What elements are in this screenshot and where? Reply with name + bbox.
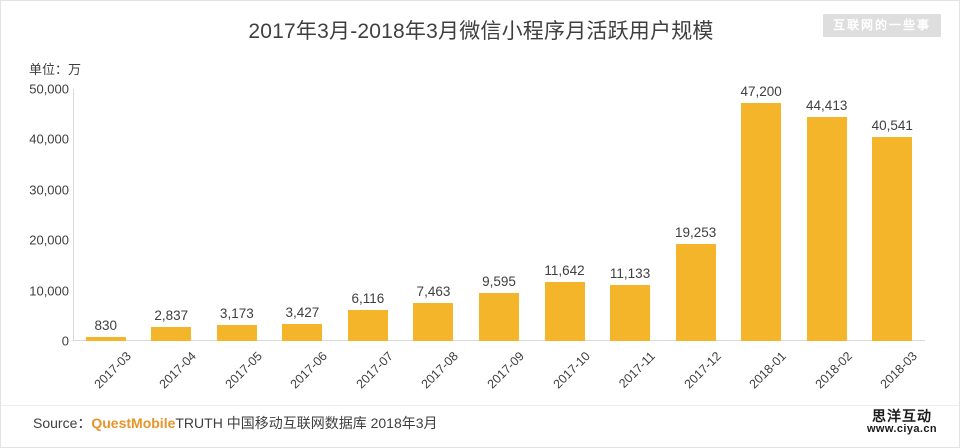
source-rest: TRUTH 中国移动互联网数据库 2018年3月 [175, 415, 438, 431]
bar-slot: 3,427 [270, 89, 336, 341]
publisher-logo-url: www.ciya.cn [866, 422, 937, 435]
bar[interactable] [347, 310, 388, 341]
bar[interactable] [544, 282, 585, 341]
y-tick-label: 50,000 [29, 81, 69, 97]
x-tick-label: 2017-05 [222, 349, 265, 392]
bar-value-label: 19,253 [674, 224, 717, 240]
bar-series: 830 2,837 3,173 3,427 6,116 7,463 9,595 11,642 1… [73, 84, 925, 341]
bar[interactable] [413, 303, 454, 341]
y-tick-label: 30,000 [29, 182, 69, 198]
bar-slot: 6,116 [335, 89, 401, 341]
x-tick-label: 2017-09 [484, 349, 527, 392]
y-tick-label: 10,000 [29, 283, 69, 299]
bar[interactable] [216, 325, 257, 341]
bar-slot: 19,253 [663, 89, 729, 341]
bar-value-label: 11,642 [544, 263, 585, 279]
bar[interactable] [872, 136, 913, 341]
bar-value-label: 9,595 [482, 273, 516, 289]
x-tick-label: 2017-03 [91, 349, 134, 392]
bar[interactable] [675, 243, 716, 341]
bar-value-label: 3,173 [219, 306, 254, 322]
bar-value-label: 3,427 [285, 304, 320, 320]
bar-slot: 11,642 [532, 89, 598, 341]
x-tick-label: 2017-12 [681, 349, 724, 392]
x-tick-label: 2017-10 [550, 349, 593, 392]
bar-slot: 11,133 [597, 89, 663, 341]
x-tick-label: 2017-11 [616, 349, 658, 391]
publisher-logo-name: 思洋互动 [871, 408, 932, 424]
bar[interactable] [478, 292, 519, 341]
bar-value-label: 6,116 [351, 291, 385, 307]
x-tick-label: 2018-03 [877, 349, 921, 392]
bar-value-label: 11,133 [609, 265, 651, 281]
page-title: 2017年3月-2018年3月微信小程序月活跃用户规模 [248, 20, 714, 43]
bar-value-label: 830 [94, 317, 118, 333]
x-tick-label: 2017-08 [419, 349, 462, 392]
bar-value-label: 47,200 [740, 84, 782, 100]
bar-slot: 3,173 [204, 89, 270, 341]
bar-slot: 2,837 [139, 89, 205, 341]
y-axis-unit-label: 单位：万 [29, 62, 82, 77]
bar[interactable] [282, 323, 323, 341]
bar[interactable] [85, 336, 126, 341]
watermark-badge: 互联网的一些事 [822, 14, 941, 37]
publisher-logo: 思洋互动 www.ciya.cn [867, 409, 937, 435]
x-tick-label: 2017-07 [353, 349, 396, 392]
bar-slot: 7,463 [401, 89, 467, 341]
bar[interactable] [741, 103, 782, 341]
watermark-text: 互联网的一些事 [832, 18, 931, 32]
footer-divider [1, 405, 959, 406]
x-tick-label: 2017-06 [287, 349, 331, 392]
source-brand: QuestMobile [91, 415, 176, 431]
bar-value-label: 7,463 [416, 284, 451, 300]
x-axis-ticks: 2017-03 2017-04 2017-05 2017-06 2017-07 2017-… [73, 343, 925, 403]
y-tick-label: 20,000 [29, 232, 69, 248]
bar-slot: 44,413 [794, 89, 860, 341]
bar-value-label: 44,413 [806, 98, 848, 114]
bar-value-label: 2,837 [154, 307, 189, 323]
plot-area: 830 2,837 3,173 3,427 6,116 7,463 9,595 11,642 1… [73, 84, 925, 341]
bar-slot: 9,595 [466, 89, 532, 341]
bar-slot: 830 [73, 89, 139, 341]
y-axis-line [73, 89, 74, 341]
y-axis-ticks: 50,000 40,000 30,000 20,000 10,000 0 [1, 82, 69, 349]
x-tick-label: 2018-02 [812, 349, 855, 392]
bar[interactable] [806, 117, 847, 341]
source-note: Source：QuestMobileTRUTH 中国移动互联网数据库 2018年… [33, 413, 438, 433]
y-tick-label: 0 [61, 333, 69, 349]
bar-slot: 40,541 [859, 89, 925, 341]
bar-slot: 47,200 [728, 84, 794, 341]
source-prefix: Source： [33, 415, 92, 431]
bar[interactable] [151, 326, 192, 341]
bar[interactable] [610, 284, 651, 341]
bar-value-label: 40,541 [871, 117, 913, 133]
x-tick-label: 2018-01 [746, 349, 790, 392]
x-tick-label: 2017-04 [156, 349, 200, 392]
y-tick-label: 40,000 [29, 131, 69, 147]
